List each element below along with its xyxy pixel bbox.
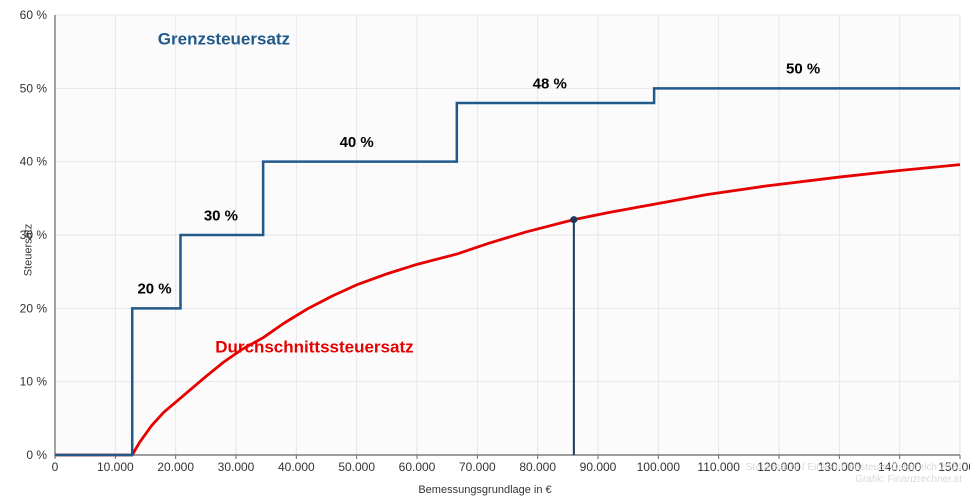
tax-rate-chart: 0 % 10 % 20 % 30 % 40 % 50 % 60 % 0 10.000 20.000… — [0, 0, 970, 500]
step-label: 20 % — [137, 281, 171, 298]
y-axis-title: Steuersatz — [22, 224, 34, 277]
x-tick-label: 100.000 — [637, 460, 681, 474]
watermark-line1: Steuersätze / Einkommensteuer Österreich… — [746, 462, 962, 474]
x-tick-label: 70.000 — [459, 460, 496, 474]
x-tick-label: 80.000 — [519, 460, 556, 474]
y-tick-label: 40 % — [20, 155, 48, 169]
step-label: 50 % — [786, 61, 820, 78]
watermark-line2: Grafik: Finanzrechner.at — [746, 474, 962, 486]
x-tick-label: 40.000 — [278, 460, 315, 474]
step-label: 40 % — [340, 134, 374, 151]
x-tick-label: 30.000 — [218, 460, 255, 474]
x-tick-label: 20.000 — [157, 460, 194, 474]
x-tick-label: 0 — [52, 460, 59, 474]
x-tick-label: 10.000 — [97, 460, 134, 474]
marker-dot — [570, 216, 577, 223]
y-tick-label: 50 % — [20, 81, 48, 95]
step-label: 48 % — [533, 75, 567, 92]
marginal-label: Grenzsteuersatz — [158, 29, 290, 48]
x-tick-label: 90.000 — [580, 460, 617, 474]
y-tick-label: 20 % — [20, 301, 48, 315]
y-tick-label: 10 % — [20, 375, 48, 389]
step-label: 30 % — [204, 207, 238, 224]
chart-svg: 0 % 10 % 20 % 30 % 40 % 50 % 60 % 0 10.000 20.000… — [0, 0, 970, 500]
x-tick-label: 110.000 — [697, 460, 740, 474]
y-tick-label: 60 % — [20, 8, 48, 22]
watermark: Steuersätze / Einkommensteuer Österreich… — [746, 462, 962, 486]
x-tick-label: 50.000 — [338, 460, 375, 474]
x-tick-label: 60.000 — [399, 460, 436, 474]
x-axis-title: Bemessungsgrundlage in € — [418, 484, 551, 496]
y-tick-label: 0 % — [26, 448, 47, 462]
average-label: Durchschnittssteuersatz — [215, 337, 413, 356]
